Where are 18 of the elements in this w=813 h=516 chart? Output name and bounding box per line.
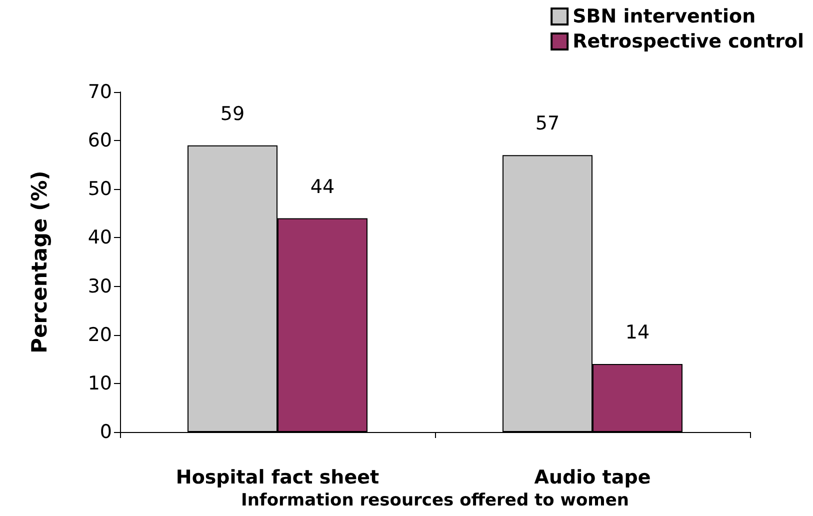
y-tick-label: 0 xyxy=(100,421,112,443)
legend-label: SBN intervention xyxy=(572,6,756,28)
y-tick-label: 10 xyxy=(88,372,112,394)
y-tick-label: 20 xyxy=(88,324,112,346)
data-label: 57 xyxy=(535,112,560,135)
x-tick-label: Audio tape xyxy=(534,466,651,488)
x-axis-title: Information resources offered to women xyxy=(240,490,630,510)
y-axis-title: Percentage (%) xyxy=(28,170,52,354)
data-label: 14 xyxy=(625,322,650,344)
y-tick-label: 30 xyxy=(88,275,112,298)
y-tick-label: 50 xyxy=(88,178,112,200)
legend-label: Retrospective control xyxy=(572,30,804,52)
y-tick-label: 40 xyxy=(88,226,112,249)
data-label: 59 xyxy=(220,102,245,125)
data-label: 44 xyxy=(310,176,335,198)
x-tick-label: Hospital fact sheet xyxy=(176,466,380,488)
y-tick-label: 60 xyxy=(88,130,112,152)
y-tick-label: 70 xyxy=(88,81,112,103)
